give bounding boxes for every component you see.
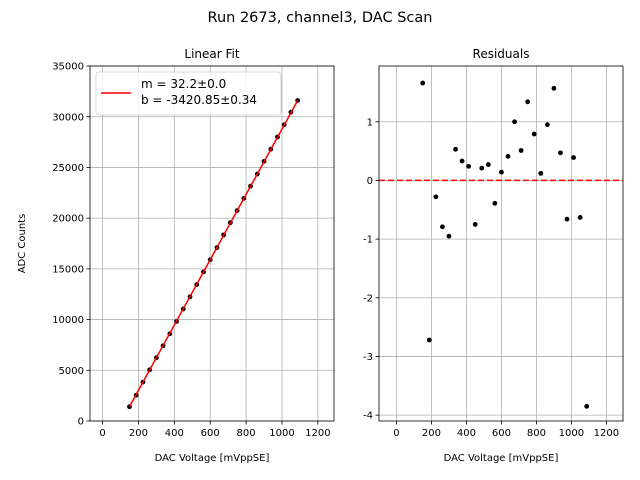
y-tick-label: 35000 xyxy=(52,62,84,73)
x-axis-label: DAC Voltage [mVppSE] xyxy=(155,453,270,464)
data-point xyxy=(466,163,472,169)
data-point xyxy=(453,146,458,152)
data-point xyxy=(472,222,478,227)
x-tick-label: 800 xyxy=(527,428,546,439)
data-point xyxy=(538,170,544,176)
x-tick-label: 600 xyxy=(201,428,220,439)
x-tick-label: 200 xyxy=(422,428,441,439)
data-point xyxy=(577,214,583,220)
data-point xyxy=(479,165,485,171)
x-tick-label: 600 xyxy=(492,428,511,439)
linear-fit-panel: 0 200 400 600 800 1000 1200 0 5000 10000 15000 2000… xyxy=(17,47,335,464)
legend-box xyxy=(95,71,282,116)
data-point xyxy=(492,200,498,206)
data-point xyxy=(564,216,570,222)
x-tick-label: 1200 xyxy=(305,428,330,439)
figure-suptitle: Run 2673, channel3, DAC Scan xyxy=(208,10,433,26)
data-point xyxy=(426,337,432,343)
y-tick-label: -3 xyxy=(363,352,373,363)
x-tick-label: 0 xyxy=(99,428,105,439)
data-point xyxy=(420,80,426,86)
y-tick-label: -4 xyxy=(363,411,373,422)
x-tick-label: 200 xyxy=(129,428,148,439)
data-point xyxy=(512,119,517,125)
data-point xyxy=(505,153,511,159)
x-tick-label: 1000 xyxy=(269,428,294,439)
y-tick-label: -2 xyxy=(363,293,373,304)
data-point xyxy=(544,122,550,128)
y-tick-label: -1 xyxy=(363,235,373,246)
data-point xyxy=(531,131,537,137)
y-tick-label: 0 xyxy=(78,417,84,428)
data-point xyxy=(446,233,452,239)
y-tick-label: 15000 xyxy=(52,264,84,275)
data-point xyxy=(440,224,445,230)
y-tick-label: 0 xyxy=(367,176,373,187)
legend-entry: b = -3420.85±0.34 xyxy=(141,93,257,107)
y-tick-label: 10000 xyxy=(52,315,84,326)
x-tick-label: 1200 xyxy=(594,428,619,439)
data-point xyxy=(551,85,557,91)
x-tick-label: 400 xyxy=(165,428,184,439)
panel-title: Linear Fit xyxy=(184,47,239,61)
data-point xyxy=(525,99,531,105)
y-tick-label: 20000 xyxy=(52,214,84,225)
panel-title: Residuals xyxy=(473,47,530,61)
legend: m = 32.2±0.0 b = -3420.85±0.34 xyxy=(95,71,282,116)
x-tick-label: 1000 xyxy=(559,428,584,439)
y-tick-label: 25000 xyxy=(52,163,84,174)
x-tick-label: 0 xyxy=(393,428,399,439)
y-tick-label: 1 xyxy=(367,117,373,128)
data-point xyxy=(485,162,491,167)
data-point xyxy=(459,158,465,164)
x-tick-label: 400 xyxy=(457,428,476,439)
fit-line xyxy=(128,100,299,408)
y-tick-label: 30000 xyxy=(52,112,84,123)
y-axis-label: ADC Counts xyxy=(17,214,28,274)
data-point xyxy=(499,169,504,175)
residuals-panel: 0 200 400 600 800 1000 1200 -4 -3 -2 -1 0 1 Residuals… xyxy=(363,47,624,464)
axes-frame xyxy=(89,65,335,422)
data-point xyxy=(433,194,439,200)
data-point xyxy=(584,403,590,409)
data-point xyxy=(558,150,563,156)
x-axis-label: DAC Voltage [mVppSE] xyxy=(444,453,559,464)
x-tick-label: 800 xyxy=(237,428,256,439)
y-tick-label: 5000 xyxy=(59,366,84,377)
axes-frame xyxy=(378,65,624,422)
data-point xyxy=(518,148,524,153)
legend-entry: m = 32.2±0.0 xyxy=(141,77,226,91)
data-point xyxy=(571,155,576,160)
